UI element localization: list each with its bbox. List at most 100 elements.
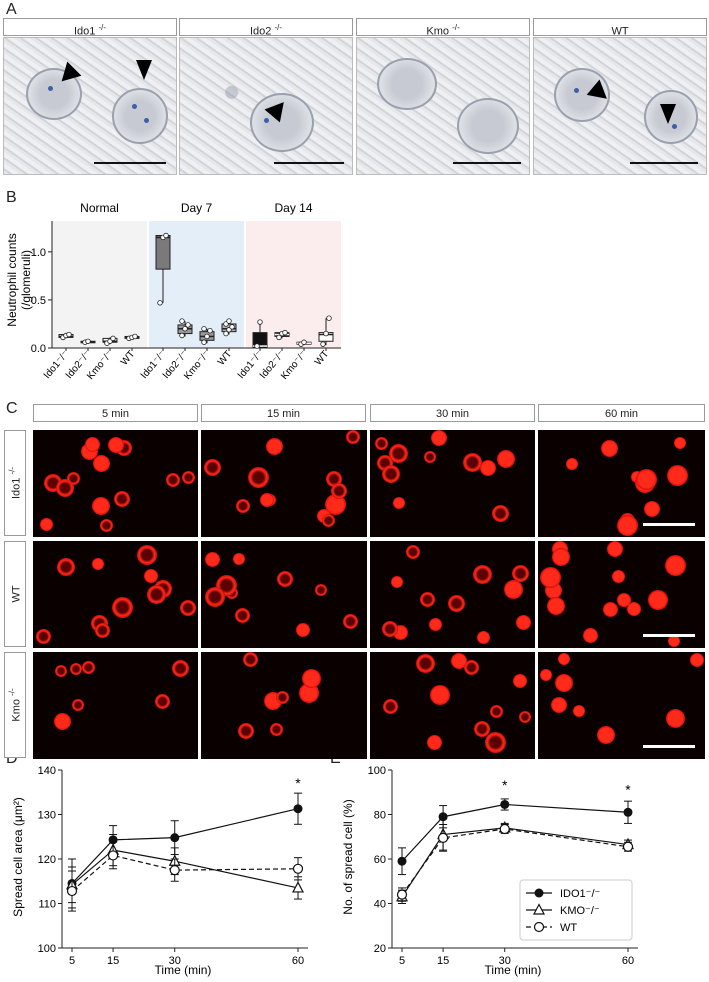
series-line — [71, 808, 299, 884]
fluorescence-image — [201, 541, 367, 648]
neutrophil-cell — [648, 590, 668, 610]
neutrophil-cell — [566, 458, 578, 470]
neutrophil-cell — [40, 518, 53, 531]
box — [155, 235, 171, 270]
x-tick-label: 15 — [107, 955, 119, 967]
neutrophil-cell — [144, 569, 158, 583]
marker-open-circle — [396, 889, 408, 900]
neutrophil-cell — [382, 621, 398, 637]
significance-marker: * — [625, 781, 631, 797]
spread-cell-number-chart: No. of spread cell (%) Time (min) 20 40 60… — [341, 765, 638, 977]
neutrophil-cell — [627, 602, 641, 616]
neutrophil-cell — [516, 615, 531, 630]
glomerulus — [112, 88, 168, 144]
x-tick-label: 5 — [69, 955, 75, 967]
group-title: Normal — [80, 201, 119, 215]
y-tick-label: 40 — [374, 899, 386, 911]
neutrophil-cell — [346, 430, 360, 444]
marker-open-circle — [533, 921, 545, 933]
x-tick-label: 30 — [169, 955, 181, 967]
x-tick-label: 60 — [622, 955, 634, 967]
legend-label: WT — [560, 922, 577, 934]
header-sup: -/- — [452, 23, 460, 32]
marker-filled-circle — [170, 833, 180, 843]
scale-bar — [643, 634, 695, 637]
scale-bar — [453, 162, 521, 164]
neutrophil-cell — [57, 558, 75, 576]
neutrophil-cell — [302, 669, 321, 688]
boxplot-ylabel-2: (/glomeruli) — [19, 250, 33, 310]
y-tick-label: 140 — [38, 765, 56, 777]
data-point — [179, 332, 185, 339]
neutrophil-cell — [480, 460, 496, 476]
neutrophil-cell — [95, 623, 110, 638]
neutrophil-cell — [430, 685, 450, 705]
neutrophil-cell — [85, 437, 100, 452]
neutrophil-cell — [233, 553, 245, 565]
neutrophil-cell — [665, 555, 686, 576]
fluorescence-image — [370, 430, 535, 537]
legend-label: IDO1⁻/⁻ — [560, 888, 601, 900]
series-line — [71, 854, 299, 892]
header-text: Ido1 — [73, 25, 96, 38]
y-tick-label: 80 — [374, 810, 386, 822]
neutrophil-cell — [55, 665, 67, 677]
neutrophil-cell — [597, 726, 615, 744]
fluorescence-image — [33, 541, 198, 648]
y-tick-label: 120 — [38, 854, 56, 866]
data-point — [204, 333, 210, 340]
data-point — [323, 330, 329, 337]
data-point — [182, 326, 188, 332]
chart-d-ylabel: Spread cell area (μm²) — [11, 797, 25, 917]
neutrophil-cell — [540, 669, 552, 681]
neutrophil-cell — [451, 653, 467, 669]
fluorescence-image — [33, 652, 198, 759]
neutrophil-cell — [583, 628, 598, 643]
neutrophil-cell — [690, 653, 704, 667]
data-point — [223, 330, 229, 337]
marker-filled-circle — [534, 888, 544, 898]
marker-open-circle — [437, 832, 449, 843]
neutrophil-cell — [667, 465, 688, 486]
neutrophil-cell — [668, 635, 680, 647]
fluorescence-image — [33, 430, 198, 537]
y-tick-label: 100 — [38, 943, 56, 955]
marker-open-circle — [292, 863, 304, 874]
neutrophil-cell — [180, 600, 196, 616]
neutrophil-cell — [155, 694, 170, 709]
neutrophil-cell — [166, 473, 180, 487]
y-tick-label: 110 — [38, 899, 56, 911]
panel-c-header-60min: 60 min — [538, 404, 705, 422]
neutrophil-dot — [672, 124, 677, 129]
y-tick-label: 0.5 — [31, 295, 46, 307]
neutrophil-cell — [182, 471, 195, 484]
y-tick-label: 0.0 — [31, 343, 46, 355]
group-title: Day 7 — [181, 201, 213, 215]
row-label-sup: -/- — [7, 466, 17, 475]
panel-a-header-kmo: Kmo -/- — [356, 18, 530, 38]
header-text: WT — [611, 25, 629, 38]
neutrophil-cell — [331, 483, 347, 499]
panel-label-d: D — [6, 750, 18, 767]
marker-filled-circle — [623, 807, 633, 817]
group-title: Day 14 — [274, 201, 312, 215]
scale-bar — [643, 523, 695, 526]
panel-label-b: B — [6, 189, 17, 206]
fluorescence-image — [370, 541, 535, 648]
neutrophil-cell — [674, 437, 686, 449]
neutrophil-cell — [108, 437, 124, 453]
neutrophil-cell — [416, 654, 435, 673]
neutrophil-cell — [607, 541, 623, 557]
row-label-ido1: Ido1 -/- — [4, 430, 26, 536]
neutrophil-cell — [375, 437, 388, 450]
fluorescence-image — [538, 652, 705, 759]
neutrophil-cell — [36, 629, 51, 644]
marker-open-circle — [169, 865, 180, 876]
panel-c-header-5min: 5 min — [33, 404, 198, 422]
marker-filled-circle — [293, 804, 303, 814]
neutrophil-cell — [601, 440, 618, 457]
neutrophil-cell — [205, 587, 225, 607]
neutrophil-dot — [264, 118, 269, 123]
data-point — [201, 326, 207, 332]
neutrophil-cell — [383, 699, 398, 714]
